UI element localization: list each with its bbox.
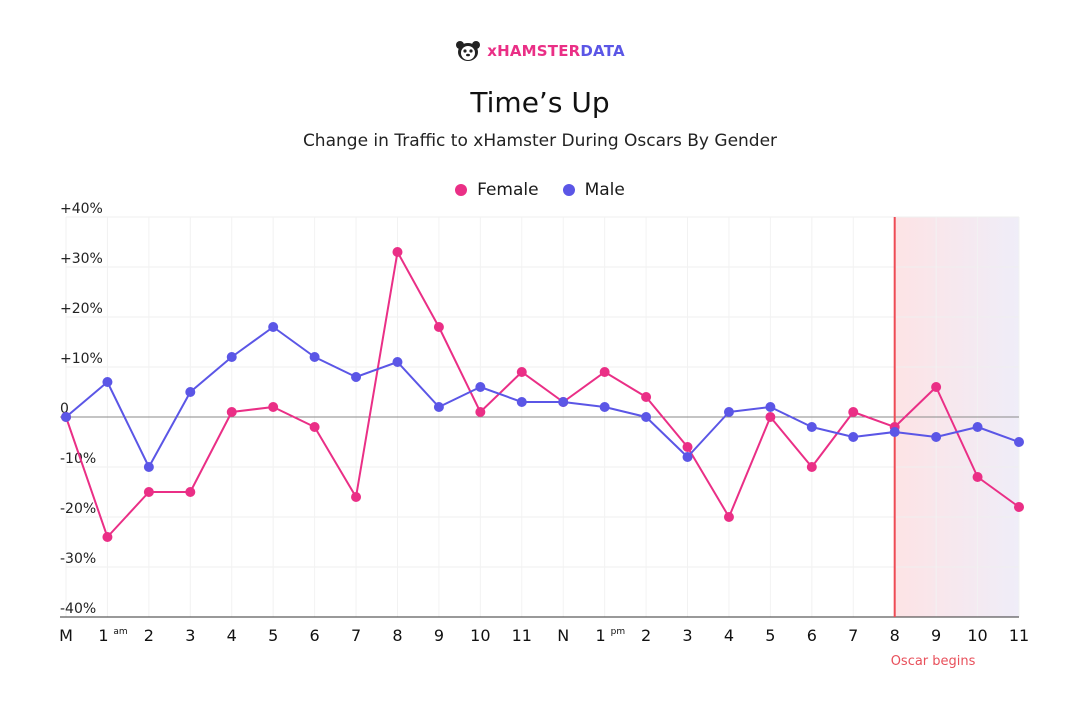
x-tick-label-5: 5: [268, 626, 278, 645]
data-point-male-6: [309, 352, 320, 362]
legend-label-male: Male: [584, 180, 625, 200]
x-tick-label-14: 2: [641, 626, 651, 645]
x-tick-label-11: 11: [512, 626, 532, 645]
x-tick-suffix-13: pm: [611, 627, 625, 637]
data-point-female-3: [185, 487, 196, 497]
x-tick-label-22: 10: [967, 626, 987, 645]
y-tick-label-1: +30%: [60, 251, 103, 267]
x-tick-label-19: 7: [848, 626, 858, 645]
x-tick-label-6: 6: [310, 626, 320, 645]
x-tick-label-17: 5: [765, 626, 775, 645]
data-point-male-7: [351, 372, 362, 382]
y-tick-label-3: +10%: [60, 351, 103, 367]
data-point-male-22: [972, 422, 983, 432]
x-tick-label-21: 9: [931, 626, 941, 645]
legend-marker-male: [562, 184, 575, 196]
data-point-female-15: [682, 442, 693, 452]
data-point-female-5: [268, 402, 279, 412]
hamster-logo-icon: [456, 41, 481, 61]
brand-logo: xHAMSTERDATA: [0, 40, 1080, 62]
y-tick-label-7: -30%: [60, 551, 96, 567]
data-point-male-10: [475, 382, 486, 392]
x-tick-label-9: 9: [434, 626, 444, 645]
legend-label-female: Female: [477, 180, 539, 200]
x-tick-label-4: 4: [227, 626, 237, 645]
x-tick-label-16: 4: [724, 626, 734, 645]
x-tick-label-2: 2: [144, 626, 154, 645]
data-point-male-13: [599, 402, 610, 412]
data-point-female-16: [723, 512, 734, 522]
data-point-male-9: [433, 402, 444, 412]
x-tick-label-8: 8: [392, 626, 402, 645]
data-point-male-19: [848, 432, 859, 442]
legend-item-female[interactable]: Female: [455, 180, 539, 200]
x-tick-label-7: 7: [351, 626, 361, 645]
data-point-male-12: [558, 397, 569, 407]
data-point-female-2: [143, 487, 154, 497]
legend-item-male[interactable]: Male: [562, 180, 625, 200]
brand-name-data: DATA: [580, 42, 625, 60]
x-tick-suffix-1: am: [113, 627, 127, 637]
data-point-female-7: [351, 492, 362, 502]
data-point-female-8: [392, 247, 403, 257]
series-line-male: [65, 326, 1020, 468]
x-tick-label-0: M: [59, 626, 73, 645]
data-point-male-2: [143, 462, 154, 472]
x-tick-label-23: 11: [1009, 626, 1029, 645]
oscar-begins-label: Oscar begins: [891, 654, 976, 669]
data-point-female-14: [641, 392, 652, 402]
legend-marker-female: [455, 184, 468, 196]
x-tick-label-1: 1: [98, 626, 108, 645]
data-point-male-0: [61, 412, 71, 422]
data-point-male-4: [226, 352, 237, 362]
y-tick-label-5: -10%: [60, 451, 96, 467]
x-tick-label-12: N: [557, 626, 569, 645]
chart-subtitle: Change in Traffic to xHamster During Osc…: [302, 131, 778, 151]
data-point-female-21: [931, 382, 942, 392]
data-point-male-16: [723, 407, 734, 417]
x-tick-label-10: 10: [470, 626, 490, 645]
data-point-male-11: [516, 397, 527, 407]
data-point-female-4: [226, 407, 237, 417]
data-point-male-3: [185, 387, 196, 397]
x-tick-label-18: 6: [807, 626, 817, 645]
y-tick-label-0: +40%: [60, 201, 103, 217]
data-point-male-17: [765, 402, 776, 412]
data-point-male-18: [806, 422, 817, 432]
x-tick-label-20: 8: [890, 626, 900, 645]
x-tick-label-3: 3: [185, 626, 195, 645]
y-tick-label-6: -20%: [60, 501, 96, 517]
data-point-female-10: [475, 407, 486, 417]
data-point-female-23: [1014, 502, 1024, 512]
data-point-female-13: [599, 367, 610, 377]
y-tick-label-2: +20%: [60, 301, 103, 317]
x-tick-label-15: 3: [682, 626, 692, 645]
data-point-female-17: [765, 412, 776, 422]
data-point-male-21: [931, 432, 942, 442]
data-point-female-6: [309, 422, 320, 432]
data-point-female-9: [433, 322, 444, 332]
chart-legend: Female Male: [0, 180, 1080, 200]
brand-name-x: xHAMSTER: [487, 42, 581, 60]
data-point-male-1: [102, 377, 113, 387]
data-point-male-8: [392, 357, 403, 367]
y-tick-label-8: -40%: [60, 601, 96, 617]
x-tick-label-13: 1: [596, 626, 606, 645]
data-point-female-22: [972, 472, 983, 482]
data-point-male-15: [682, 452, 693, 462]
data-point-female-19: [848, 407, 859, 417]
data-point-male-14: [641, 412, 652, 422]
chart-title: Time’s Up: [470, 86, 610, 119]
data-point-female-18: [806, 462, 817, 472]
data-point-female-1: [102, 532, 113, 542]
series-line-female: [65, 251, 1020, 538]
data-point-male-20: [889, 427, 900, 437]
y-tick-label-4: 0: [60, 401, 69, 417]
data-point-male-23: [1014, 437, 1024, 447]
data-point-female-11: [516, 367, 527, 377]
brand-name: xHAMSTERDATA: [487, 42, 625, 60]
data-point-male-5: [268, 322, 279, 332]
